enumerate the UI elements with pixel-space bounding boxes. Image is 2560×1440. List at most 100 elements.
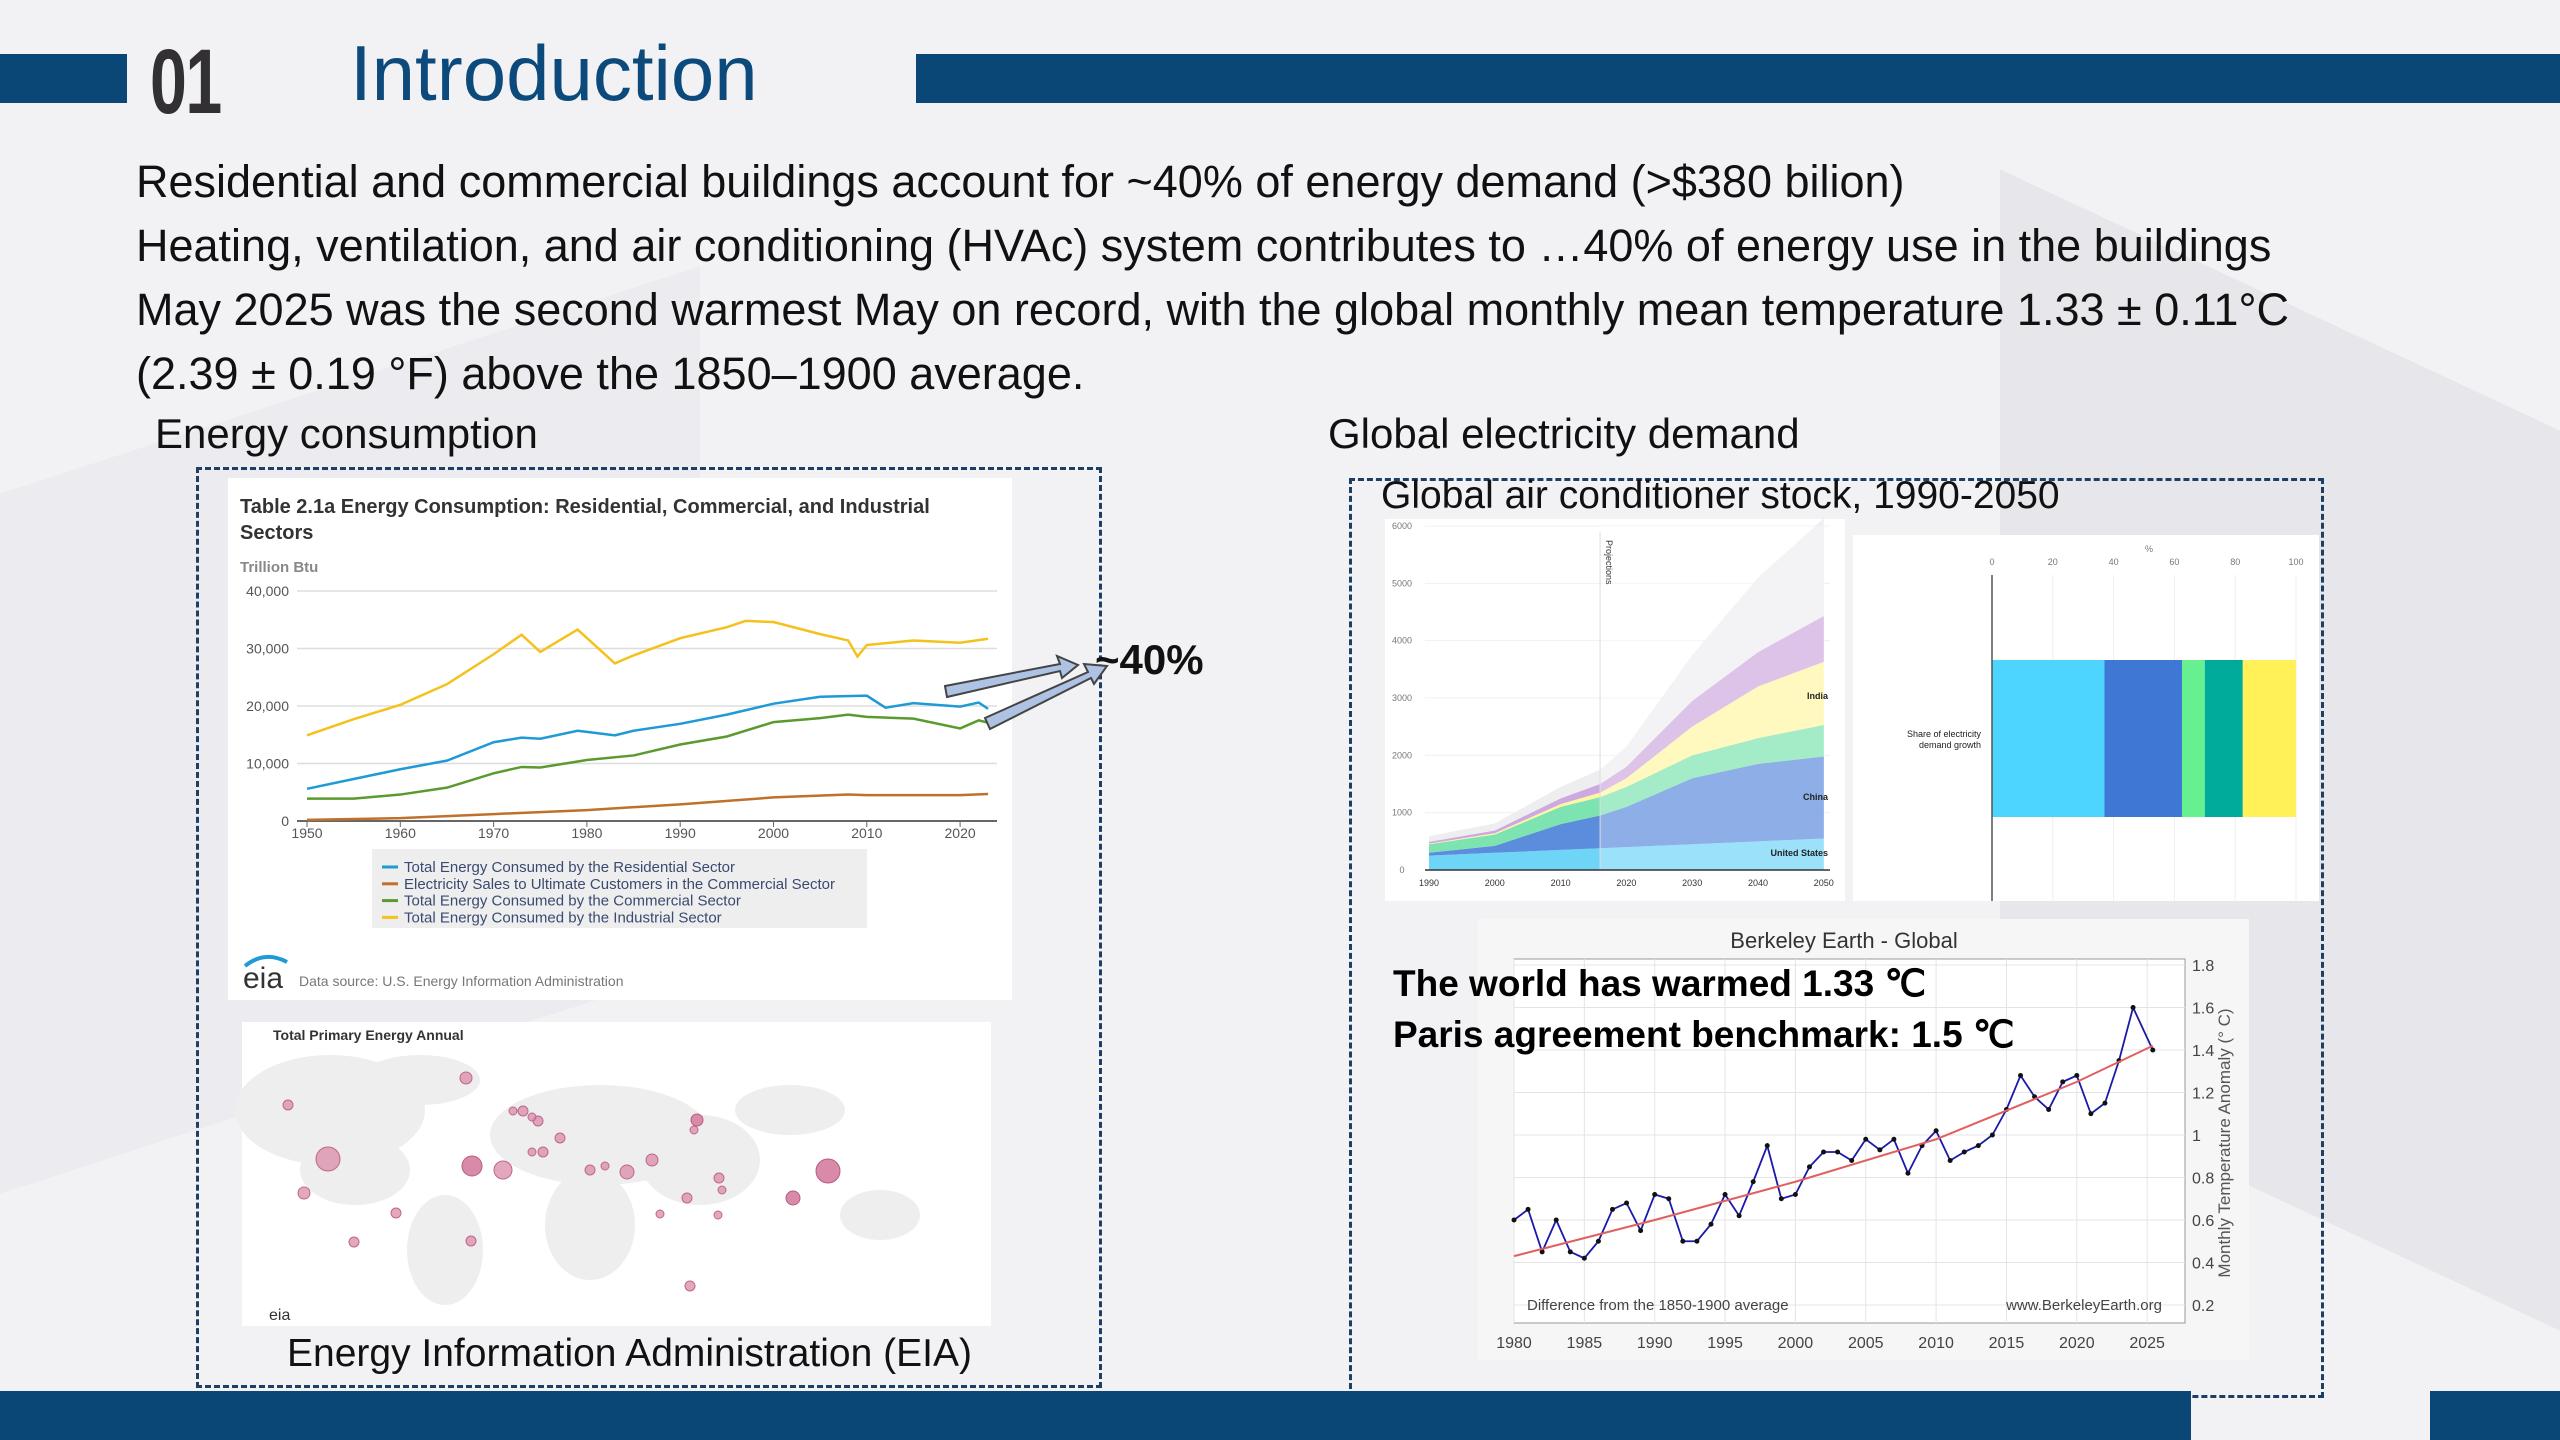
data-point [1835, 1149, 1841, 1155]
energy-bubble [681, 1192, 693, 1204]
area-layer [1429, 661, 1824, 845]
data-point [2074, 1073, 2080, 1078]
y-tick-label: 5000 [1392, 578, 1412, 588]
energy-bubble [785, 1190, 801, 1206]
arrow-commercial [983, 662, 1109, 731]
data-point [1989, 1132, 1995, 1138]
data-point [1595, 1238, 1601, 1244]
energy-bubble [684, 1280, 696, 1292]
map-title: Total Primary Energy Annual [273, 1027, 464, 1043]
landmass [735, 1085, 845, 1135]
energy-bubble [717, 1185, 727, 1195]
forty-percent-callout: ~40% [1095, 636, 1204, 683]
eia-source: Data source: U.S. Energy Information Adm… [299, 973, 623, 989]
berkeley-note: Difference from the 1850-1900 average [1527, 1297, 1789, 1314]
bar-segment [1992, 660, 2105, 817]
data-point [2046, 1107, 2052, 1112]
x-tick-label: 2020 [1616, 878, 1636, 888]
x-tick-label: 2000 [758, 825, 789, 841]
y-tick-label: 0.6 [2192, 1213, 2214, 1230]
footer-bar-left [0, 1391, 2191, 1440]
data-point [1933, 1128, 1939, 1134]
data-point [1877, 1147, 1883, 1153]
berkeley-y-label: Monthly Temperature Anomaly (° C) [2215, 1008, 2234, 1277]
data-point [1525, 1206, 1531, 1212]
series-line [307, 713, 989, 800]
eia-caption: Energy Information Administration (EIA) [287, 1332, 972, 1375]
world-map [235, 1055, 920, 1305]
x-tick-label: 1995 [1707, 1335, 1743, 1352]
x-tick-label: 1990 [1419, 878, 1439, 888]
data-point [2060, 1079, 2066, 1085]
x-tick-label: 60 [2169, 557, 2179, 567]
data-point [2088, 1111, 2094, 1117]
data-point [2130, 1005, 2136, 1010]
y-tick-label: 2000 [1392, 750, 1412, 760]
energy-bubble [619, 1164, 635, 1180]
arrow-residential [943, 654, 1080, 699]
data-point [1905, 1170, 1911, 1176]
energy-bubble [459, 1071, 473, 1085]
landmass [545, 1170, 635, 1280]
footer-bar-right [2430, 1391, 2560, 1440]
energy-bubble [527, 1112, 537, 1122]
body-text-line: May 2025 was the second warmest May on r… [136, 284, 2289, 335]
page-title: Introduction [350, 29, 758, 117]
section-number: 01 [150, 31, 222, 133]
x-tick-label: 2050 [1814, 878, 1834, 888]
energy-bubble [713, 1172, 725, 1184]
x-tick-label: 2020 [2059, 1335, 2095, 1352]
data-point [1863, 1136, 1869, 1142]
legend-label: Electricity Sales to Ultimate Customers … [404, 876, 835, 893]
data-point [1947, 1158, 1953, 1163]
legend-label: Total Energy Consumed by the Industrial … [404, 909, 722, 926]
x-tick-label: 20 [2048, 557, 2058, 567]
y-tick-label: 0.2 [2192, 1298, 2214, 1315]
data-point [2102, 1100, 2108, 1106]
energy-bubble [655, 1209, 665, 1219]
data-point [1975, 1143, 1981, 1149]
body-text-line: Heating, ventilation, and air conditioni… [136, 220, 2272, 271]
energy-bubble [645, 1153, 659, 1167]
data-point [1609, 1206, 1615, 1212]
x-tick-label: 1980 [571, 825, 602, 841]
x-tick-label: 0 [1989, 557, 1994, 567]
data-point [1567, 1249, 1573, 1255]
body-text-line: Residential and commercial buildings acc… [136, 156, 1905, 207]
data-point [1891, 1136, 1897, 1142]
eia-chart-title-2: Sectors [240, 522, 313, 544]
data-point [1694, 1238, 1700, 1244]
series-line [306, 694, 989, 791]
y-tick-label: 4000 [1392, 636, 1412, 646]
energy-bubble [315, 1146, 341, 1172]
landmass [407, 1195, 483, 1305]
x-tick-label: 2000 [1485, 878, 1505, 888]
area-label: United States [1770, 848, 1828, 858]
data-point [1792, 1192, 1798, 1197]
data-point [1624, 1200, 1630, 1206]
y-tick-label: 1 [2192, 1128, 2201, 1145]
area-label: India [1807, 691, 1829, 701]
data-point [1750, 1179, 1756, 1185]
x-tick-label: 1950 [291, 825, 322, 841]
bar-segment [2204, 660, 2243, 817]
y-tick-label: 30,000 [246, 641, 289, 657]
global-electricity-heading: Global electricity demand [1328, 410, 1800, 457]
area-layer [1429, 616, 1824, 844]
warming-overlay-text: The world has warmed 1.33 ℃ [1393, 963, 1926, 1004]
x-tick-label: 2000 [1778, 1335, 1814, 1352]
data-point [2150, 1047, 2156, 1053]
x-tick-label: 100 [2288, 557, 2303, 567]
data-point [1764, 1143, 1770, 1149]
x-tick-label: 2015 [1989, 1335, 2025, 1352]
x-tick-label: 1990 [1637, 1335, 1673, 1352]
energy-bubble [689, 1125, 699, 1135]
energy-bubble [508, 1106, 518, 1116]
bar-segment [2104, 660, 2182, 817]
y-tick-label: 3000 [1392, 693, 1412, 703]
energy-bubble [493, 1160, 513, 1180]
energy-bubble [390, 1207, 402, 1219]
series-line [306, 619, 989, 737]
eia-logo-small: eia [269, 1307, 290, 1324]
